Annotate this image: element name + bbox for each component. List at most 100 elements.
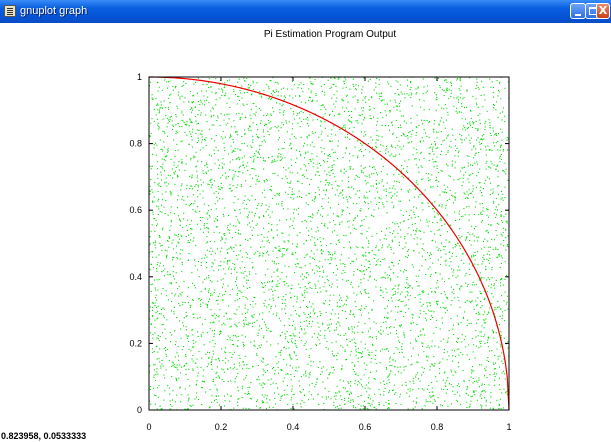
scatter-point xyxy=(224,290,226,292)
scatter-point xyxy=(394,156,396,158)
scatter-point xyxy=(396,333,398,335)
scatter-point xyxy=(468,263,470,265)
scatter-point xyxy=(166,87,168,89)
scatter-point xyxy=(153,120,155,122)
scatter-point xyxy=(233,250,235,252)
scatter-point xyxy=(417,87,419,89)
scatter-point xyxy=(487,232,489,234)
scatter-point xyxy=(188,143,190,145)
scatter-point xyxy=(324,223,326,225)
scatter-point xyxy=(209,328,211,330)
scatter-point xyxy=(472,185,474,187)
scatter-point xyxy=(310,178,312,180)
scatter-point xyxy=(161,158,163,160)
scatter-point xyxy=(456,385,458,387)
scatter-point xyxy=(191,185,193,187)
scatter-point xyxy=(502,407,504,409)
scatter-point xyxy=(435,147,437,149)
scatter-point xyxy=(437,185,439,187)
scatter-point xyxy=(416,397,418,399)
scatter-point xyxy=(188,125,190,127)
scatter-point xyxy=(390,279,392,281)
scatter-point xyxy=(169,191,171,193)
title-bar[interactable]: gnuplot graph X xyxy=(0,0,611,23)
gnuplot-app-icon[interactable] xyxy=(4,5,16,17)
scatter-point xyxy=(204,100,206,102)
scatter-point xyxy=(206,242,208,244)
scatter-point xyxy=(433,166,435,168)
scatter-point xyxy=(311,153,313,155)
scatter-point xyxy=(486,208,488,210)
scatter-point xyxy=(160,367,162,369)
scatter-point xyxy=(506,222,508,224)
scatter-point xyxy=(295,345,297,347)
scatter-point xyxy=(317,378,319,380)
scatter-point xyxy=(417,216,419,218)
plot-canvas[interactable]: Pi Estimation Program Output 0 0.2 0.4 0.6 0… xyxy=(0,23,611,431)
scatter-point xyxy=(365,292,367,294)
scatter-point xyxy=(151,94,153,96)
scatter-point xyxy=(497,95,499,97)
scatter-point xyxy=(379,382,381,384)
scatter-point xyxy=(493,164,495,166)
scatter-point xyxy=(300,168,302,170)
scatter-point xyxy=(179,387,181,389)
scatter-point xyxy=(395,154,397,156)
scatter-point xyxy=(423,368,425,370)
scatter-point xyxy=(477,115,479,117)
scatter-point xyxy=(361,171,363,173)
scatter-point xyxy=(163,146,165,148)
scatter-point xyxy=(253,253,255,255)
scatter-point xyxy=(202,281,204,283)
scatter-point xyxy=(150,178,152,180)
scatter-point xyxy=(223,371,225,373)
scatter-point xyxy=(488,119,490,121)
scatter-point xyxy=(304,296,306,298)
scatter-point xyxy=(415,401,417,403)
scatter-point xyxy=(260,145,262,147)
scatter-point xyxy=(154,332,156,334)
scatter-point xyxy=(461,135,463,137)
scatter-point xyxy=(189,119,191,121)
scatter-point xyxy=(313,361,315,363)
scatter-point xyxy=(176,380,178,382)
scatter-point xyxy=(310,161,312,163)
scatter-point xyxy=(278,148,280,150)
scatter-point xyxy=(155,345,157,347)
scatter-point xyxy=(238,112,240,114)
scatter-point xyxy=(304,292,306,294)
scatter-point xyxy=(171,376,173,378)
scatter-point xyxy=(303,243,305,245)
scatter-point xyxy=(278,317,280,319)
scatter-point xyxy=(240,233,242,235)
scatter-point xyxy=(489,254,491,256)
scatter-point xyxy=(293,351,295,353)
scatter-point xyxy=(481,305,483,307)
scatter-point xyxy=(426,305,428,307)
scatter-point xyxy=(221,286,223,288)
scatter-point xyxy=(491,81,493,83)
scatter-point xyxy=(232,149,234,151)
minimize-button[interactable] xyxy=(570,3,586,19)
scatter-point xyxy=(222,198,224,200)
scatter-point xyxy=(237,156,239,158)
scatter-point xyxy=(462,128,464,130)
scatter-point xyxy=(411,264,413,266)
scatter-point xyxy=(262,129,264,131)
scatter-point xyxy=(166,254,168,256)
scatter-point xyxy=(315,231,317,233)
scatter-point xyxy=(495,230,497,232)
close-button[interactable]: X xyxy=(596,3,610,19)
scatter-point xyxy=(279,335,281,337)
scatter-point xyxy=(396,181,398,183)
scatter-point xyxy=(293,113,295,115)
scatter-point xyxy=(338,203,340,205)
scatter-point xyxy=(232,368,234,370)
scatter-point xyxy=(203,224,205,226)
scatter-point xyxy=(443,95,445,97)
scatter-point xyxy=(212,353,214,355)
scatter-point xyxy=(424,405,426,407)
scatter-point xyxy=(331,353,333,355)
scatter-point xyxy=(175,234,177,236)
scatter-point xyxy=(346,207,348,209)
